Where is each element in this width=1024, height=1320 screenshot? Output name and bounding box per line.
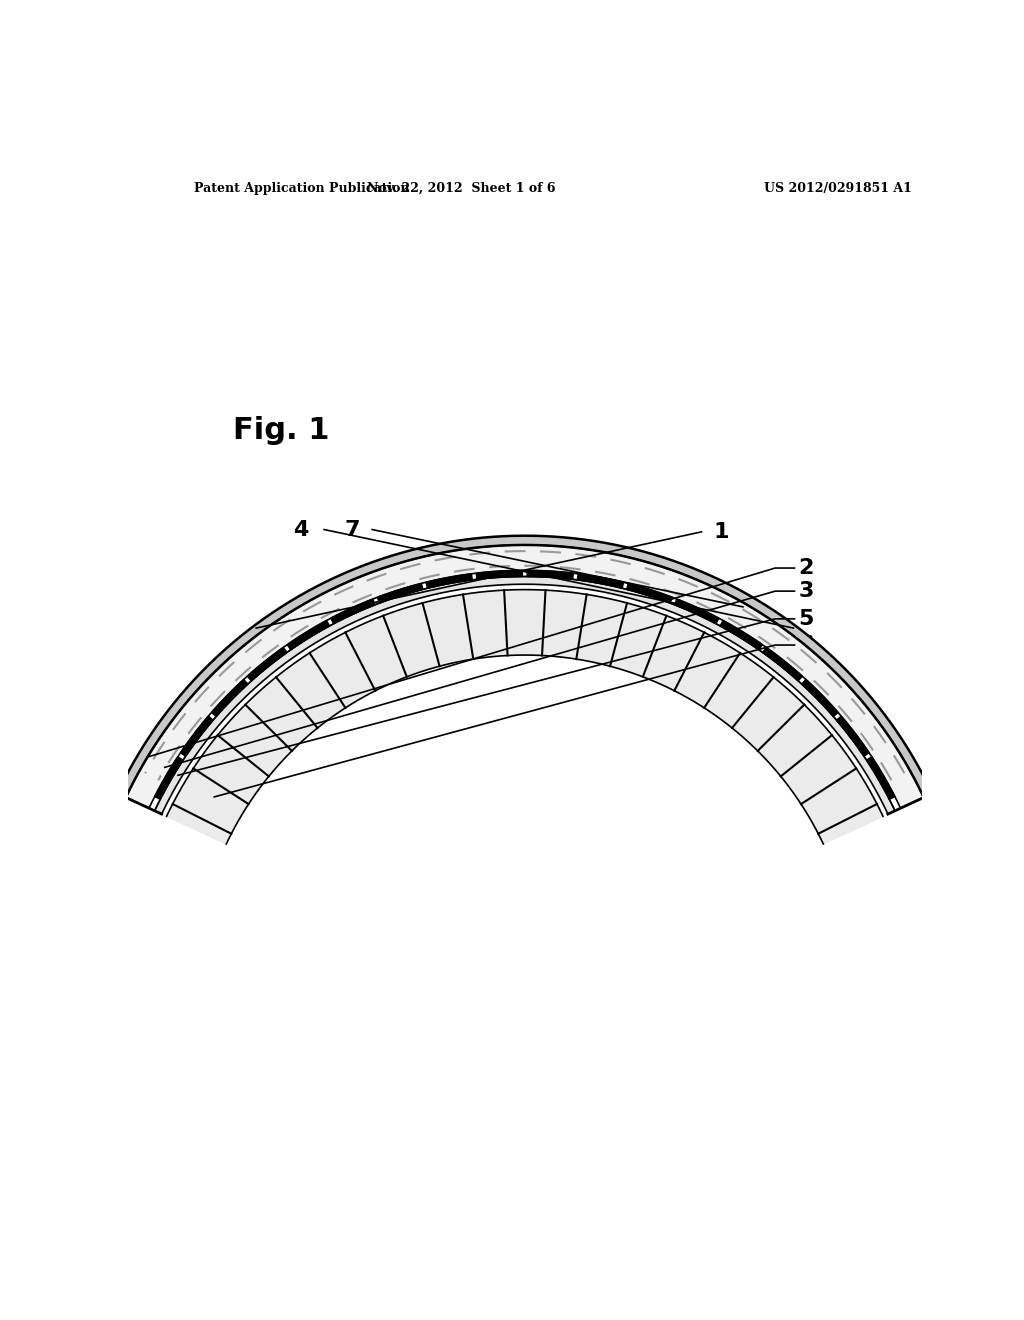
- Polygon shape: [802, 680, 838, 717]
- Polygon shape: [155, 756, 183, 800]
- Text: 2: 2: [799, 558, 814, 578]
- Polygon shape: [527, 570, 573, 579]
- Polygon shape: [763, 647, 803, 681]
- Text: 3: 3: [799, 581, 814, 601]
- Polygon shape: [118, 536, 932, 797]
- Polygon shape: [675, 599, 719, 623]
- Text: Patent Application Publication: Patent Application Publication: [194, 182, 410, 194]
- Polygon shape: [126, 545, 924, 808]
- Text: 4: 4: [293, 520, 308, 540]
- Polygon shape: [155, 577, 895, 814]
- Polygon shape: [212, 680, 248, 717]
- Polygon shape: [720, 620, 763, 649]
- Polygon shape: [578, 574, 624, 589]
- Polygon shape: [476, 570, 522, 579]
- Polygon shape: [247, 647, 287, 681]
- Polygon shape: [377, 583, 423, 603]
- Text: Fig. 1: Fig. 1: [232, 416, 329, 445]
- Text: Nov. 22, 2012  Sheet 1 of 6: Nov. 22, 2012 Sheet 1 of 6: [367, 182, 555, 194]
- Polygon shape: [331, 599, 375, 623]
- Text: 5: 5: [799, 609, 814, 628]
- Text: 7: 7: [345, 520, 360, 540]
- Polygon shape: [180, 715, 213, 756]
- Polygon shape: [627, 583, 673, 603]
- Text: US 2012/0291851 A1: US 2012/0291851 A1: [764, 182, 911, 194]
- Polygon shape: [167, 590, 883, 843]
- Text: 1: 1: [713, 521, 729, 541]
- Text: 6: 6: [799, 635, 814, 655]
- Polygon shape: [866, 756, 895, 800]
- Polygon shape: [287, 620, 330, 649]
- Polygon shape: [837, 715, 869, 756]
- Polygon shape: [426, 574, 472, 589]
